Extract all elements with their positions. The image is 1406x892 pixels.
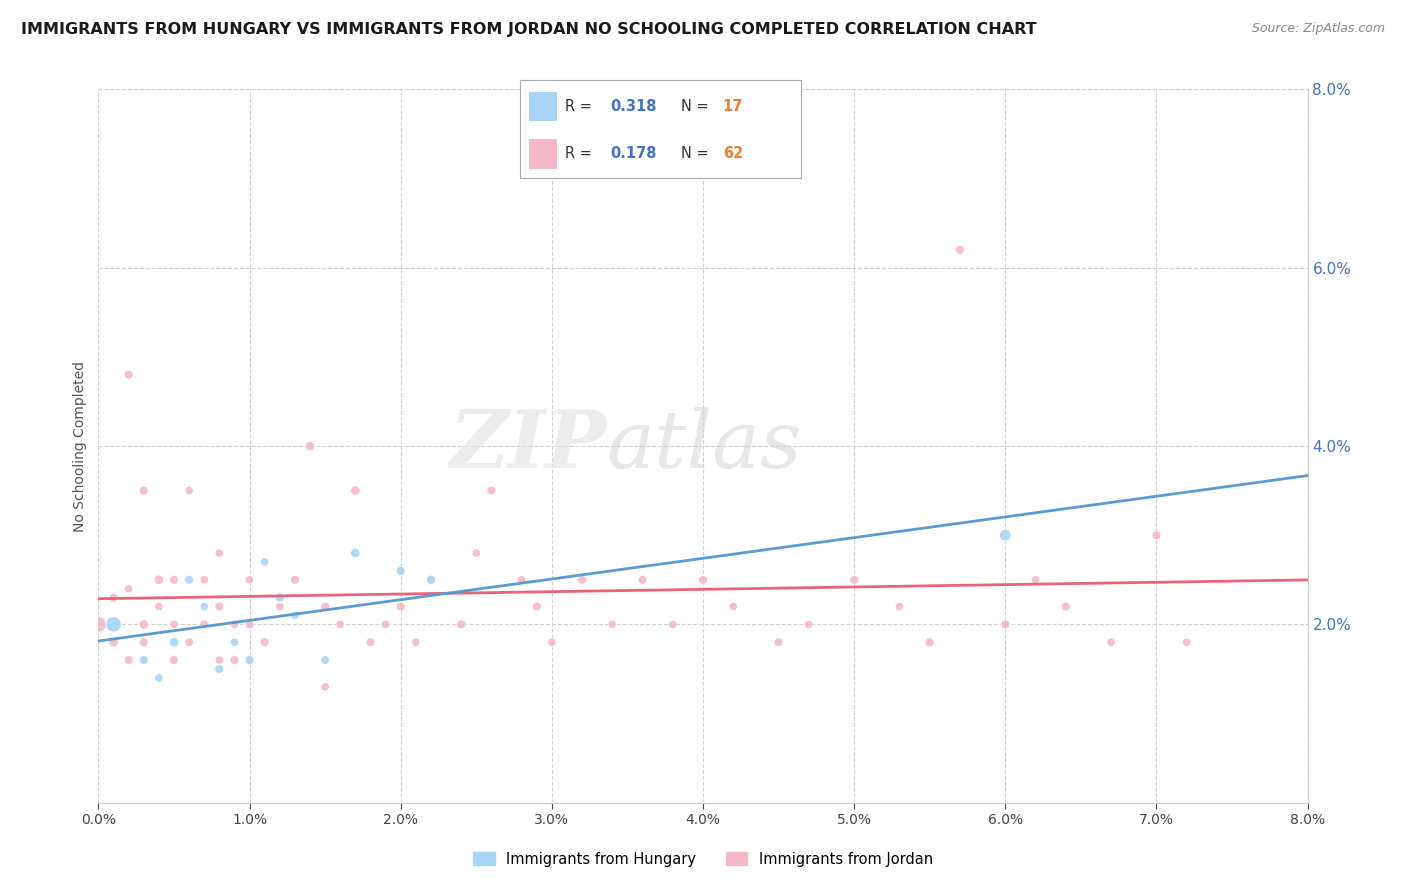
Point [103, 635, 125, 649]
Point [994, 617, 1017, 632]
Point [360, 635, 382, 649]
Point [284, 608, 307, 623]
Point [797, 617, 820, 632]
Point [118, 582, 141, 596]
Point [193, 573, 215, 587]
Point [314, 653, 336, 667]
Text: N =: N = [681, 146, 713, 161]
Point [118, 368, 141, 382]
Point [118, 653, 141, 667]
Point [450, 617, 472, 632]
Point [631, 573, 654, 587]
Point [239, 573, 262, 587]
Point [132, 483, 155, 498]
Point [405, 635, 427, 649]
Point [148, 599, 170, 614]
Point [103, 591, 125, 605]
Point [224, 653, 246, 667]
Point [239, 617, 262, 632]
Point [148, 671, 170, 685]
Point [132, 617, 155, 632]
Point [481, 483, 503, 498]
Point [314, 599, 336, 614]
Text: 0.178: 0.178 [610, 146, 657, 161]
Point [723, 599, 745, 614]
Point [208, 653, 231, 667]
Point [389, 599, 412, 614]
Point [571, 573, 593, 587]
Point [465, 546, 488, 560]
Point [163, 573, 186, 587]
Point [889, 599, 911, 614]
Point [994, 528, 1017, 542]
Point [208, 599, 231, 614]
Point [314, 680, 336, 694]
Point [224, 635, 246, 649]
Point [844, 573, 866, 587]
Point [420, 573, 443, 587]
Point [253, 555, 276, 569]
Point [193, 599, 215, 614]
Point [193, 617, 215, 632]
Point [148, 573, 170, 587]
Point [179, 483, 201, 498]
Point [269, 599, 291, 614]
Point [344, 483, 367, 498]
Bar [529, 139, 557, 169]
Point [132, 653, 155, 667]
Point [420, 573, 443, 587]
Text: R =: R = [565, 146, 596, 161]
Point [661, 617, 683, 632]
Point [103, 617, 125, 632]
Point [768, 635, 790, 649]
Point [269, 591, 291, 605]
Point [224, 617, 246, 632]
Point [208, 662, 231, 676]
Point [329, 617, 352, 632]
Point [284, 573, 307, 587]
Point [389, 564, 412, 578]
Point [918, 635, 941, 649]
Point [602, 617, 624, 632]
Text: Source: ZipAtlas.com: Source: ZipAtlas.com [1251, 22, 1385, 36]
Point [526, 599, 548, 614]
Point [239, 653, 262, 667]
Point [1054, 599, 1077, 614]
Text: atlas: atlas [606, 408, 801, 484]
Point [540, 635, 562, 649]
Point [87, 617, 110, 632]
Y-axis label: No Schooling Completed: No Schooling Completed [73, 360, 87, 532]
Text: 62: 62 [723, 146, 742, 161]
Point [344, 546, 367, 560]
Text: ZIP: ZIP [450, 408, 606, 484]
Point [692, 573, 714, 587]
Text: 0.318: 0.318 [610, 99, 657, 114]
Point [949, 243, 972, 257]
Point [510, 573, 533, 587]
Point [179, 635, 201, 649]
Point [1025, 573, 1047, 587]
Point [208, 546, 231, 560]
Point [1175, 635, 1198, 649]
Point [1146, 528, 1168, 542]
Point [163, 653, 186, 667]
Point [299, 439, 322, 453]
Point [179, 573, 201, 587]
Point [163, 617, 186, 632]
Text: IMMIGRANTS FROM HUNGARY VS IMMIGRANTS FROM JORDAN NO SCHOOLING COMPLETED CORRELA: IMMIGRANTS FROM HUNGARY VS IMMIGRANTS FR… [21, 22, 1036, 37]
Point [1099, 635, 1122, 649]
Text: R =: R = [565, 99, 596, 114]
Point [132, 635, 155, 649]
Point [253, 635, 276, 649]
Point [374, 617, 396, 632]
Legend: Immigrants from Hungary, Immigrants from Jordan: Immigrants from Hungary, Immigrants from… [472, 852, 934, 867]
Text: 17: 17 [723, 99, 742, 114]
Text: N =: N = [681, 99, 713, 114]
Point [163, 635, 186, 649]
Bar [529, 92, 557, 121]
